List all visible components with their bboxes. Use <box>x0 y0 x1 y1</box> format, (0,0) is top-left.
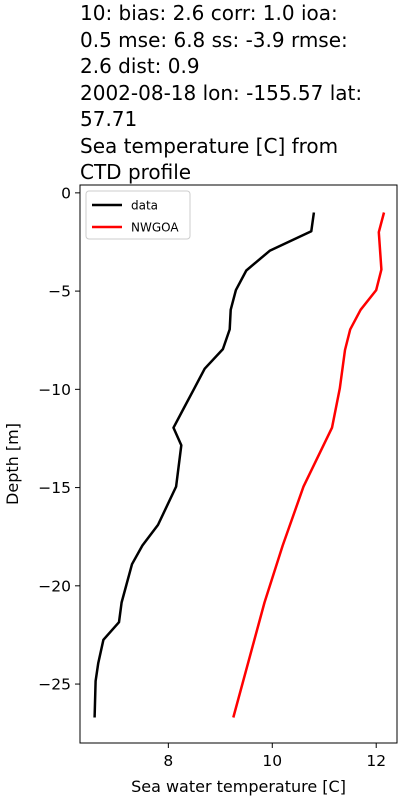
series-line-data <box>93 212 316 718</box>
y-tick-label: −10 <box>38 381 71 399</box>
title-line: Sea temperature [C] from <box>80 133 339 158</box>
title-line: 10: bias: 2.6 corr: 1.0 ioa: <box>80 1 338 25</box>
title-line: 0.5 mse: 6.8 ss: -3.9 rmse: <box>80 27 348 52</box>
title-line: 2.6 dist: 0.9 <box>80 54 200 78</box>
y-axis-label: Depth [m] <box>3 423 22 505</box>
chart-title: 10: bias: 2.6 corr: 1.0 ioa: 0.5 mse: 6.… <box>80 0 398 186</box>
title-line: CTD profile <box>80 160 192 184</box>
y-tick-label: −25 <box>38 676 71 694</box>
title-line: 2002-08-18 lon: -155.57 lat: <box>80 80 363 105</box>
x-tick-label: 10 <box>262 752 282 770</box>
y-tick-label: −15 <box>38 479 71 497</box>
y-tick-label: 0 <box>61 184 71 202</box>
legend: data NWGOA <box>85 190 191 240</box>
y-tick-label: −20 <box>38 577 71 595</box>
plot-frame <box>79 184 398 744</box>
legend-label-nwgoa: NWGOA <box>131 221 179 235</box>
axes: 8 10 12 0 −5 −10 −15 −20 −25 <box>38 184 386 770</box>
x-axis-label: Sea water temperature [C] <box>131 777 346 796</box>
plot-content <box>93 212 386 718</box>
series-line-nwgoa <box>232 212 386 718</box>
x-tick-label: 8 <box>163 752 173 770</box>
legend-label-data: data <box>131 199 158 213</box>
title-line: 57.71 <box>80 107 138 131</box>
y-tick-label: −5 <box>48 283 71 301</box>
x-tick-label: 12 <box>366 752 386 770</box>
